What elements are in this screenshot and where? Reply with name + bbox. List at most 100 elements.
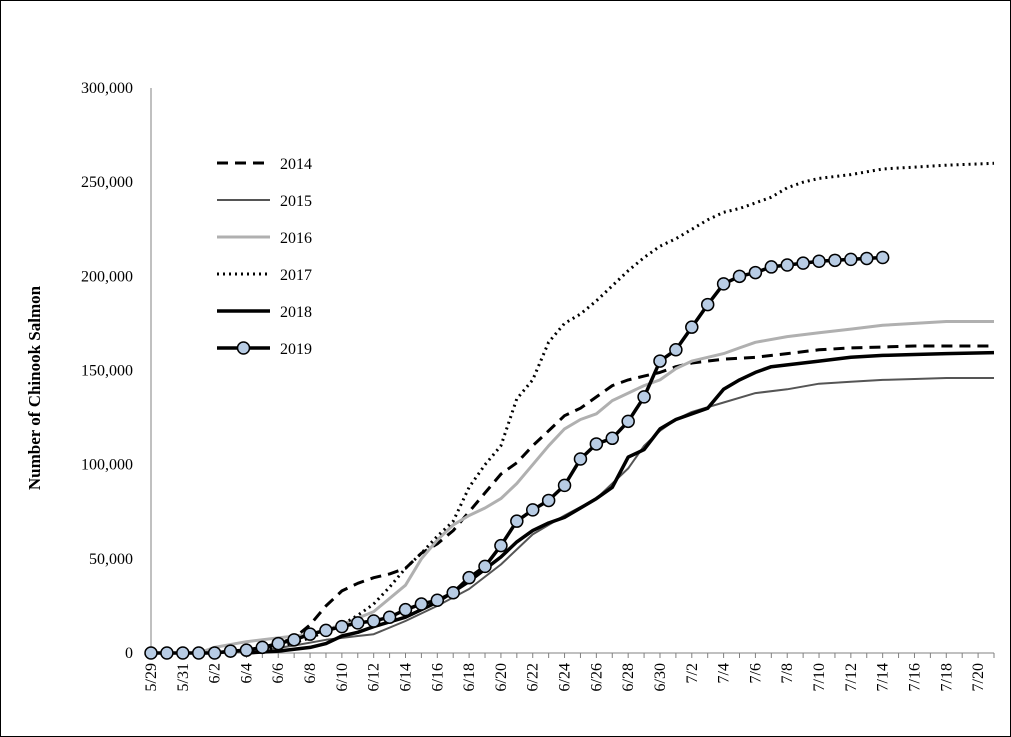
series-2018 <box>246 350 995 655</box>
data-point <box>557 478 572 493</box>
series-2015 <box>151 377 994 654</box>
series-lines <box>144 161 995 660</box>
data-point <box>748 265 763 280</box>
data-point <box>271 636 285 651</box>
x-tick-labels: 5/29 5/31 6/2 6/4 6/6 6/8 6/10 6/12 6/14 6/16 6/18… <box>143 653 995 691</box>
data-point <box>351 616 365 630</box>
data-point <box>255 640 270 655</box>
data-point <box>573 452 588 466</box>
legend-label: 2017 <box>280 267 312 284</box>
data-point <box>589 437 604 451</box>
legend-label: 2014 <box>280 156 312 173</box>
legend-item-2018: 2018 <box>217 304 312 321</box>
data-point <box>828 253 842 268</box>
x-tick-label: 7/20 <box>970 663 987 691</box>
x-tick-label: 7/18 <box>938 663 955 691</box>
x-tick-label: 6/28 <box>620 663 637 691</box>
data-point <box>144 646 158 660</box>
data-point <box>446 585 460 600</box>
legend-label: 2016 <box>280 230 312 247</box>
series-2019 <box>144 250 890 660</box>
x-tick-label: 6/8 <box>302 663 319 683</box>
y-tick-label: 50,000 <box>89 551 133 568</box>
series-2014 <box>214 344 994 655</box>
data-point <box>239 643 254 657</box>
data-point <box>335 619 349 634</box>
series-line-2016 <box>198 320 994 655</box>
data-point <box>637 390 651 404</box>
legend-item-2016: 2016 <box>217 230 312 247</box>
series-line-2018 <box>246 350 995 655</box>
data-point <box>812 254 826 269</box>
x-tick-label: 6/16 <box>429 663 446 691</box>
data-point <box>510 514 524 528</box>
data-point <box>700 297 715 312</box>
x-tick-label: 7/14 <box>875 663 892 691</box>
x-tick-label: 7/4 <box>716 663 733 683</box>
x-tick-label: 5/31 <box>175 663 192 691</box>
data-point <box>414 597 429 611</box>
legend: 2014 2015 2016 2017 2018 2019 <box>217 156 312 358</box>
x-tick-label: 6/18 <box>461 663 478 691</box>
y-tick-label: 300,000 <box>81 80 133 97</box>
data-point <box>764 260 779 274</box>
y-tick-labels: 0 50,000 100,000 150,000 200,000 250,000 300,0… <box>81 80 133 662</box>
series-line-2017 <box>246 161 995 655</box>
legend-label: 2015 <box>280 193 312 210</box>
legend-marker <box>236 341 251 355</box>
y-tick-label: 250,000 <box>81 174 133 191</box>
data-point <box>844 252 858 267</box>
data-point <box>796 256 810 270</box>
data-point <box>494 538 508 553</box>
data-point <box>160 646 174 660</box>
x-tick-label: 6/20 <box>493 663 510 691</box>
y-axis-title: Number of Chinook Salmon <box>25 285 44 490</box>
y-tick-label: 150,000 <box>81 363 133 380</box>
data-point <box>223 644 238 658</box>
x-tick-label: 7/8 <box>779 663 796 683</box>
legend-item-2017: 2017 <box>217 267 312 284</box>
x-tick-label: 6/2 <box>207 663 224 683</box>
x-tick-label: 6/24 <box>557 663 574 691</box>
data-point <box>430 593 445 608</box>
x-tick-label: 7/6 <box>747 663 764 683</box>
data-point <box>621 414 635 429</box>
series-line-2015 <box>151 377 994 654</box>
axes-group <box>150 88 994 654</box>
data-point <box>860 251 874 266</box>
data-point <box>319 623 333 638</box>
x-tick-label: 6/26 <box>588 663 605 691</box>
data-point <box>303 627 317 641</box>
data-point <box>605 431 620 446</box>
data-point <box>669 343 683 357</box>
data-point <box>478 559 492 574</box>
x-tick-label: 7/2 <box>684 663 701 683</box>
legend-item-2019: 2019 <box>217 341 312 358</box>
x-tick-label: 6/6 <box>270 663 287 683</box>
data-point <box>525 503 540 517</box>
data-point <box>685 320 699 334</box>
y-tick-label: 100,000 <box>81 457 133 474</box>
data-point <box>207 646 222 660</box>
data-point <box>191 646 206 660</box>
data-point <box>287 633 301 647</box>
x-tick-label: 6/10 <box>334 663 351 691</box>
data-point <box>366 614 381 628</box>
legend-label: 2018 <box>280 304 312 321</box>
x-tick-label: 7/12 <box>843 663 860 691</box>
data-point <box>462 570 476 585</box>
x-tick-label: 7/10 <box>811 663 828 691</box>
x-tick-label: 6/22 <box>525 663 542 691</box>
x-tick-label: 5/29 <box>143 663 160 691</box>
x-tick-label: 6/4 <box>238 663 255 683</box>
data-point <box>732 269 747 284</box>
series-line-2014 <box>214 344 994 655</box>
data-point <box>382 610 397 624</box>
legend-label: 2019 <box>280 341 312 358</box>
data-point <box>176 646 190 660</box>
y-tick-label: 200,000 <box>81 268 133 285</box>
data-point <box>541 493 556 508</box>
series-2017 <box>246 161 995 655</box>
series-2016 <box>198 320 994 655</box>
